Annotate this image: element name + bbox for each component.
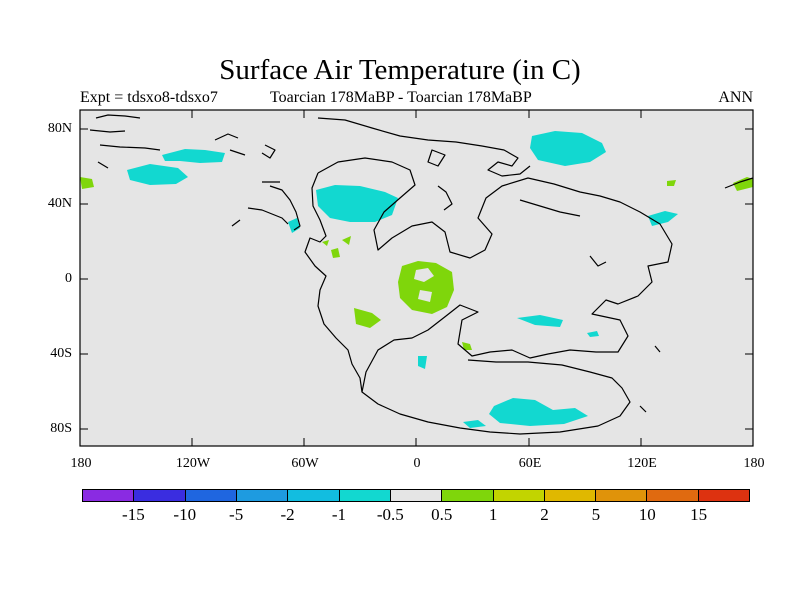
colorbar-swatch — [236, 490, 289, 501]
warm-patch — [398, 261, 454, 314]
colorbar-label: -10 — [173, 505, 197, 524]
cool-patch — [418, 356, 427, 369]
pangea-coastline — [317, 157, 673, 435]
cool-patch — [463, 420, 486, 428]
warm-patch — [80, 177, 94, 189]
coast-segment — [519, 199, 581, 217]
colorbar-swatch — [134, 490, 186, 501]
colorbar-swatch — [596, 490, 648, 501]
colorbar-swatch — [83, 490, 135, 501]
cool-patch — [316, 185, 398, 222]
coast-segment — [437, 185, 453, 211]
coast-segment — [99, 144, 161, 151]
coast-segment — [247, 207, 289, 225]
neutral-patch — [414, 268, 434, 282]
warm-patch — [462, 342, 472, 350]
coast-segment — [589, 255, 607, 267]
cool-patch — [648, 211, 678, 226]
lat-label-40n: 40N — [47, 196, 72, 211]
season-label: ANN — [718, 89, 753, 106]
lon-label-120w: 120W — [175, 456, 211, 471]
colorbar-swatch — [647, 490, 699, 501]
coast-segment — [261, 144, 276, 159]
neutral-holes — [414, 268, 434, 302]
lon-label-180w: 180 — [70, 456, 92, 471]
colorbar-swatch — [339, 490, 391, 501]
coast-segment — [269, 185, 301, 231]
colorbar-label: -1 — [331, 505, 346, 524]
coast-segment — [97, 161, 109, 169]
cool-patch — [162, 149, 225, 163]
coast-segment — [214, 133, 239, 141]
colorbar-swatch — [544, 490, 597, 501]
lon-label-0: 0 — [413, 456, 421, 471]
colorbar-swatch — [390, 490, 443, 501]
colorbar-label: -2 — [280, 505, 295, 524]
cool-patch — [489, 398, 588, 426]
lat-label-80s: 80S — [50, 421, 72, 436]
colorbar — [82, 489, 750, 502]
colorbar-label: 10 — [638, 505, 656, 524]
lat-label-80n: 80N — [47, 121, 72, 136]
warm-patch — [733, 177, 753, 191]
lat-label-40s: 40S — [50, 346, 72, 361]
coastlines — [89, 114, 754, 435]
cool-anomaly-regions — [127, 131, 678, 428]
experiment-label: Expt = tdsxo8-tdsxo7 — [80, 89, 218, 106]
coast-segment — [229, 149, 246, 156]
axis-ticks — [80, 110, 753, 446]
warm-patch — [354, 308, 381, 328]
cool-patch — [530, 131, 606, 166]
lat-label-0: 0 — [65, 271, 72, 286]
colorbar-label: -0.5 — [376, 505, 404, 524]
colorbar-label: -5 — [229, 505, 244, 524]
colorbar-swatch — [185, 490, 237, 501]
coast-segment — [95, 114, 141, 119]
coast-segment — [724, 177, 754, 189]
warm-patch — [322, 240, 329, 246]
colorbar-label: 1 — [488, 505, 498, 524]
colorbar-swatch — [288, 490, 340, 501]
colorbar-swatch — [493, 490, 545, 501]
colorbar-swatch — [698, 490, 750, 501]
coast-segment — [89, 129, 126, 133]
lon-label-60e: 60E — [518, 456, 542, 471]
warm-patch — [331, 248, 340, 258]
cool-patch — [587, 331, 599, 337]
coast-segment — [231, 219, 241, 227]
cool-patch — [517, 315, 563, 327]
warm-anomaly-regions — [80, 177, 753, 350]
warm-patch — [667, 180, 676, 186]
coast-segment — [427, 149, 446, 167]
warm-patch — [342, 236, 351, 245]
colorbar-label: 2 — [540, 505, 549, 524]
lon-label-120e: 120E — [627, 456, 657, 471]
colorbar-label: -15 — [122, 505, 145, 524]
neutral-patch — [418, 290, 432, 302]
lon-label-60w: 60W — [291, 456, 319, 471]
north-coastline — [317, 117, 531, 177]
period-label: Toarcian 178MaBP - Toarcian 178MaBP — [270, 89, 532, 106]
colorbar-label: 15 — [690, 505, 708, 524]
cool-patch — [127, 164, 188, 185]
plot-title: Surface Air Temperature (in C) — [219, 54, 581, 86]
coast-segment — [639, 405, 647, 413]
cool-patch — [288, 218, 300, 233]
colorbar-label: 5 — [591, 505, 601, 524]
west-coastline — [304, 172, 363, 393]
lon-label-180e: 180 — [743, 456, 765, 471]
colorbar-label: 0.5 — [431, 505, 453, 524]
colorbar-swatch — [442, 490, 494, 501]
coast-segment — [654, 345, 661, 353]
